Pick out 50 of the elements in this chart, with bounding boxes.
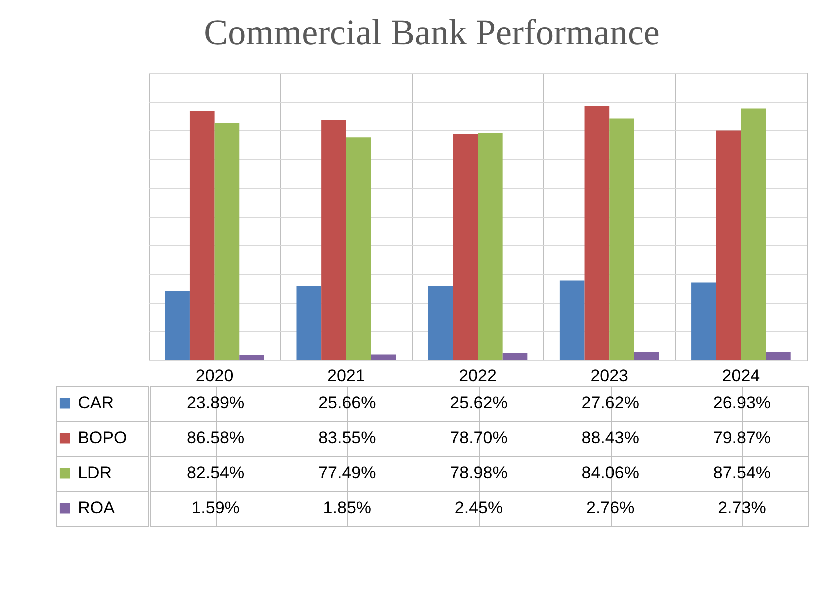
data-label: 84.06%: [582, 464, 640, 482]
bar: [296, 286, 322, 360]
bar: [584, 106, 610, 360]
legend-label: BOPO: [78, 428, 128, 448]
x-tick-label: 2021: [327, 366, 366, 386]
bar: [214, 123, 240, 360]
bar: [716, 130, 742, 360]
bar: [502, 352, 528, 360]
data-label: 77.49%: [318, 464, 376, 482]
data-label: 88.43%: [582, 428, 640, 448]
x-tick-label: 2020: [196, 366, 234, 386]
bar: [634, 352, 660, 360]
bar: [346, 138, 372, 360]
data-label: 25.62%: [450, 394, 508, 412]
bar: [371, 354, 396, 360]
bar: [610, 118, 634, 360]
bar: [165, 291, 190, 360]
bar: [322, 120, 346, 360]
legend-label: CAR: [78, 394, 114, 412]
legend-label: ROA: [78, 498, 116, 518]
data-label: 1.59%: [192, 498, 240, 518]
data-label: 1.85%: [323, 498, 372, 518]
data-label: 78.70%: [450, 428, 508, 448]
data-label: 86.58%: [186, 428, 245, 448]
data-label: 2.45%: [454, 498, 504, 518]
bar: [190, 112, 215, 360]
data-label: 79.87%: [713, 428, 772, 448]
bar: [453, 134, 478, 360]
data-label: 82.54%: [186, 464, 245, 482]
data-label: 83.55%: [318, 428, 376, 448]
bar: [692, 282, 716, 360]
bar: [741, 108, 766, 360]
bar: [478, 133, 503, 360]
x-tick-label: 2024: [722, 366, 760, 386]
data-label: 78.98%: [450, 464, 508, 482]
bar: [766, 352, 791, 360]
bar: [560, 280, 585, 360]
data-label: 2.76%: [586, 498, 635, 518]
x-tick-label: 2023: [590, 366, 629, 386]
data-label: 2.73%: [718, 498, 766, 518]
x-tick-label: 2022: [459, 366, 497, 386]
data-label: 26.93%: [713, 394, 772, 412]
bar: [240, 355, 264, 360]
data-label: 25.66%: [318, 394, 376, 412]
bar: [428, 286, 454, 360]
data-label: 23.89%: [186, 394, 245, 412]
data-label: 87.54%: [713, 464, 772, 482]
legend-label: LDR: [78, 464, 112, 482]
data-label: 27.62%: [582, 394, 640, 412]
chart-title: Commercial Bank Performance: [204, 12, 660, 52]
